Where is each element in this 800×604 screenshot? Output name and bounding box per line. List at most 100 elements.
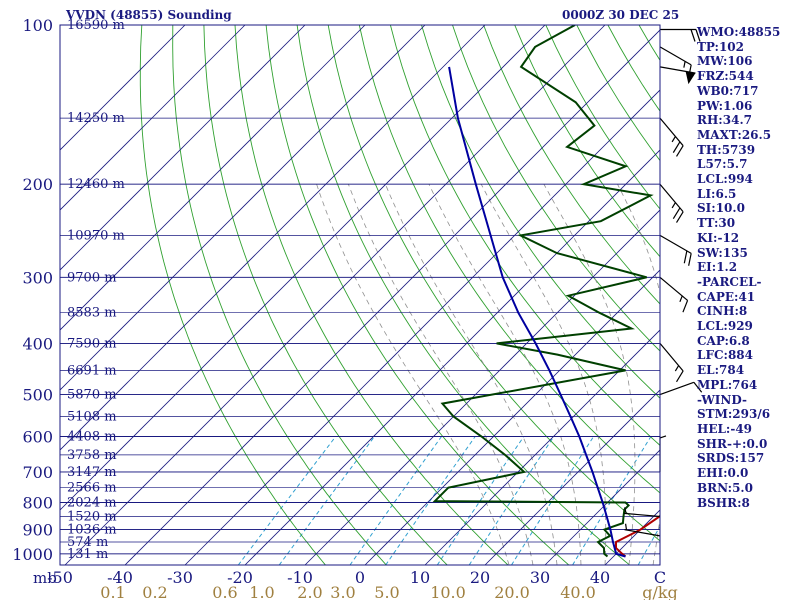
index-row: STM:293/6 — [697, 407, 800, 422]
pressure-tick-label: 700 — [22, 463, 53, 482]
mixing-ratio-label: 10.0 — [430, 583, 466, 600]
mixing-ratio-label: 3.0 — [330, 583, 355, 600]
moist-adiabat — [348, 184, 533, 565]
height-label: 3758 m — [67, 448, 117, 463]
index-row: CAP:6.8 — [697, 334, 800, 349]
isotherm — [0, 25, 245, 565]
index-row: CAPE:41 — [697, 290, 800, 305]
dry-adiabat — [359, 25, 751, 565]
index-row: MW:106 — [697, 54, 800, 69]
dry-adiabat — [266, 25, 569, 565]
index-row: MPL:764 — [697, 378, 800, 393]
pressure-tick-label: 400 — [22, 334, 53, 353]
wind-barb — [660, 436, 666, 472]
height-label: 5870 m — [67, 388, 117, 403]
index-row: HEL:-49 — [697, 422, 800, 437]
height-label: 14250 m — [67, 111, 125, 126]
temperature-tick-label: 30 — [530, 568, 550, 587]
moist-adiabat — [481, 184, 606, 565]
index-row: RH:34.7 — [697, 113, 800, 128]
temperature-tick-label: -50 — [47, 568, 73, 587]
index-row: TP:102 — [697, 40, 800, 55]
mixing-ratio-label: 20.0 — [494, 583, 530, 600]
height-label: 6691 m — [67, 363, 117, 378]
mixing-ratio-label: 40.0 — [560, 583, 596, 600]
index-row: WB0:717 — [697, 84, 800, 99]
pressure-tick-label: 900 — [22, 521, 53, 540]
index-row: LCL:929 — [697, 319, 800, 334]
wind-barb — [652, 277, 690, 312]
wind-barb — [660, 381, 702, 406]
dry-adiabat — [173, 25, 387, 565]
wind-barb — [660, 30, 700, 42]
mixing-ratio-unit: g/kg — [642, 583, 678, 600]
pressure-tick-label: 100 — [22, 16, 53, 35]
isotherm — [0, 25, 305, 565]
height-label: 3147 m — [67, 465, 117, 480]
index-row: FRZ:544 — [697, 69, 800, 84]
index-row: SHR-+:0.0 — [697, 437, 800, 452]
mixing-ratio-label: 0.6 — [212, 583, 237, 600]
height-label: 8583 m — [67, 306, 117, 321]
index-row: SRDS:157 — [697, 451, 800, 466]
mixing-ratio-label: 0.2 — [142, 583, 167, 600]
temperature-tick-label: 10 — [410, 568, 430, 587]
index-row: KI:-12 — [697, 231, 800, 246]
height-label: 10970 m — [67, 228, 125, 243]
index-row: LCL:994 — [697, 172, 800, 187]
mixing-ratio-line — [350, 437, 442, 566]
index-row: BSHR:8 — [697, 496, 800, 511]
index-row: EHI:0.0 — [697, 466, 800, 481]
index-row: SI:10.0 — [697, 201, 800, 216]
index-row: TT:30 — [697, 216, 800, 231]
dry-adiabat — [140, 25, 325, 565]
index-row: -PARCEL- — [697, 275, 800, 290]
height-label: 5108 m — [67, 410, 117, 425]
pressure-tick-label: 1000 — [12, 545, 53, 564]
index-row: EL:784 — [697, 363, 800, 378]
height-label: 131 m — [67, 547, 108, 562]
temperature-tick-label: 0 — [355, 568, 365, 587]
index-row: CINH:8 — [697, 304, 800, 319]
pressure-tick-label: 500 — [22, 386, 53, 405]
index-row: BRN:5.0 — [697, 481, 800, 496]
temperature-tick-label: 20 — [470, 568, 490, 587]
mixing-ratio-label: 5.0 — [374, 583, 399, 600]
index-row: EI:1.2 — [697, 260, 800, 275]
mixing-ratio-line — [279, 437, 374, 566]
wind-barb — [651, 118, 686, 156]
index-row: LI:6.5 — [697, 187, 800, 202]
mixing-ratio-label: 1.0 — [249, 583, 274, 600]
height-label: 2024 m — [67, 496, 117, 511]
index-row: -WIND- — [697, 393, 800, 408]
mixing-ratio-line — [573, 437, 651, 566]
height-label: 2566 m — [67, 481, 117, 496]
index-row: MAXT:26.5 — [697, 128, 800, 143]
sounding-series-line — [435, 25, 651, 557]
moist-adiabat — [317, 184, 509, 565]
pressure-tick-label: 200 — [22, 175, 53, 194]
height-label: 4408 m — [67, 430, 117, 445]
mixing-ratio-label: 2.0 — [297, 583, 322, 600]
index-row: TH:5739 — [697, 143, 800, 158]
dry-adiabat — [328, 25, 690, 565]
valid-time: 0000Z 30 DEC 25 — [562, 8, 679, 22]
index-row: LFC:884 — [697, 348, 800, 363]
index-row: L57:5.7 — [697, 157, 800, 172]
index-row: SW:135 — [697, 246, 800, 261]
height-label: 9700 m — [67, 270, 117, 285]
wind-barb — [651, 343, 686, 381]
temperature-tick-label: -30 — [167, 568, 193, 587]
moist-adiabat — [429, 184, 581, 565]
index-row: PW:1.06 — [697, 99, 800, 114]
pressure-tick-label: 800 — [22, 494, 53, 513]
height-label: 7590 m — [67, 336, 117, 351]
isotherm — [0, 25, 425, 565]
height-label: 12460 m — [67, 177, 125, 192]
pressure-tick-label: 600 — [22, 428, 53, 447]
pressure-tick-label: 300 — [22, 268, 53, 287]
isotherm — [125, 25, 665, 565]
